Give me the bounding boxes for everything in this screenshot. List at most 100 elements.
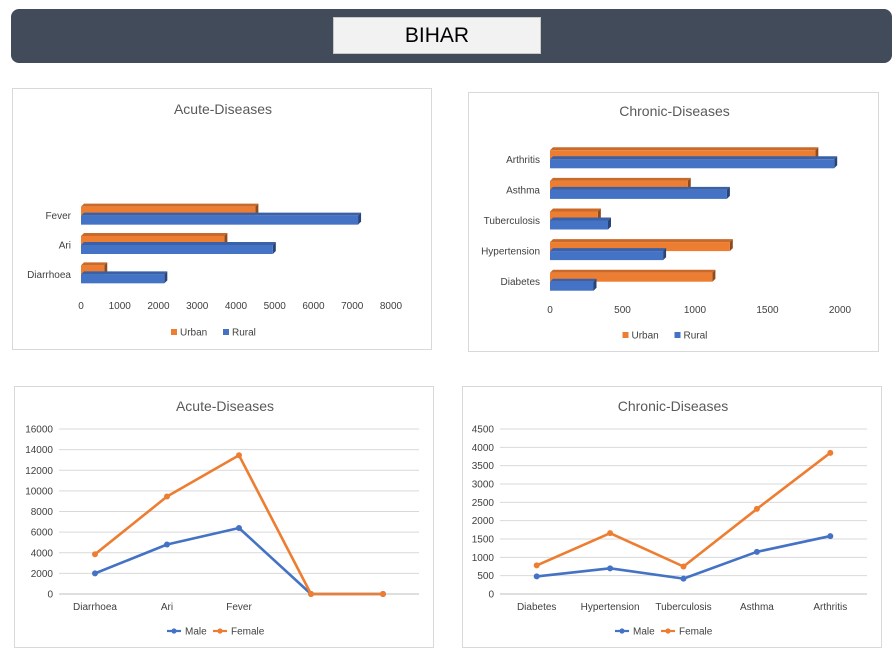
x-tick-label: 1000 (684, 305, 707, 316)
data-point-male (236, 525, 242, 531)
bar-side-face (608, 217, 611, 230)
legend-label-rural: Rural (232, 328, 256, 339)
legend-label-female: Female (679, 627, 713, 638)
data-point-female (164, 493, 170, 500)
legend-label-rural: Rural (684, 331, 708, 342)
x-category-label: Tuberculosis (655, 602, 711, 613)
bar-rural (550, 278, 597, 291)
bar-top-face (550, 278, 597, 282)
bar-side-face (164, 271, 168, 284)
bar-side-face (729, 239, 733, 252)
y-tick-label: 1000 (472, 553, 495, 564)
data-point-female (308, 591, 314, 597)
category-label: Diabetes (501, 277, 540, 288)
legend-swatch-rural (223, 329, 229, 335)
bar-side-face (663, 248, 667, 261)
bar-front-face (81, 265, 105, 275)
legend-label-male: Male (633, 627, 655, 638)
bar-rural (550, 217, 611, 230)
bar-front-face (550, 272, 713, 282)
bar-top-face (550, 239, 733, 243)
bar-front-face (81, 245, 273, 254)
bar-rural (81, 271, 168, 284)
x-category-label: Hypertension (581, 602, 640, 613)
bar-front-face (550, 159, 835, 169)
x-tick-label: 1000 (109, 301, 132, 312)
x-category-label: Arthritis (813, 602, 847, 613)
bar-urban (550, 177, 691, 190)
y-tick-label: 8000 (31, 507, 54, 518)
bar-front-face (81, 236, 225, 245)
bar-urban (81, 262, 108, 275)
y-tick-label: 12000 (25, 466, 53, 477)
bar-top-face (550, 208, 601, 212)
bar-front-face (550, 281, 594, 291)
x-category-label: Asthma (740, 602, 774, 613)
bar-front-face (550, 189, 727, 199)
data-point-female (533, 562, 540, 569)
y-tick-label: 4000 (472, 443, 495, 454)
data-point-male (680, 575, 687, 582)
bar-urban (81, 203, 259, 216)
data-point-female (607, 530, 614, 537)
legend-label-urban: Urban (632, 331, 659, 342)
x-tick-label: 500 (614, 305, 631, 316)
acute-diseases-bar-chart: Acute-Diseases Fever Ari Diarrhoea 0 1000 2000… (12, 88, 432, 350)
bar-top-face (81, 262, 108, 266)
x-tick-label: 0 (78, 301, 84, 312)
bar-side-face (726, 186, 730, 199)
x-tick-label: 6000 (302, 301, 325, 312)
data-point-male (607, 565, 614, 572)
bar-front-face (550, 180, 688, 190)
bar-top-face (550, 217, 611, 221)
y-tick-label: 2000 (472, 516, 495, 527)
data-point-female (236, 452, 242, 459)
y-tick-label: 1500 (472, 535, 495, 546)
chronic-diseases-line-chart: Chronic-Diseases 0 500 1000 1500 2000 2500 3000… (462, 386, 882, 648)
legend-swatch-urban (622, 332, 629, 338)
bar-top-face (81, 242, 276, 245)
category-label: Tuberculosis (484, 216, 540, 227)
y-tick-label: 4500 (472, 425, 495, 436)
bar-side-face (272, 242, 276, 254)
bar-top-face (550, 177, 691, 181)
x-tick-label: 7000 (341, 301, 364, 312)
y-tick-label: 0 (47, 590, 53, 601)
y-tick-label: 0 (488, 590, 494, 601)
legend-label-male: Male (185, 627, 207, 638)
y-tick-label: 3500 (472, 461, 495, 472)
bar-front-face (550, 220, 608, 230)
legend-marker-female (665, 628, 671, 634)
x-category-label: Diabetes (517, 602, 556, 613)
bar-side-face (687, 177, 691, 190)
bar-top-face (81, 233, 228, 236)
y-tick-label: 10000 (25, 486, 53, 497)
data-point-male (164, 541, 170, 548)
x-tick-label: 2000 (829, 305, 852, 316)
bar-urban (550, 239, 733, 252)
bar-front-face (550, 211, 598, 221)
series-line-male (94, 526, 383, 596)
legend-swatch-urban (171, 329, 177, 335)
legend-marker-male (171, 628, 177, 634)
data-point-female (827, 449, 834, 456)
legend-label-urban: Urban (180, 328, 207, 339)
bar-front-face (81, 215, 359, 225)
bar-top-face (550, 147, 819, 151)
chart-title: Chronic-Diseases (618, 398, 728, 414)
bar-side-face (358, 212, 362, 225)
y-tick-label: 6000 (31, 528, 54, 539)
legend-swatch-rural (674, 332, 681, 338)
bar-front-face (550, 150, 816, 160)
bar-urban (550, 269, 716, 282)
bar-side-face (712, 269, 716, 282)
data-point-male (827, 533, 834, 540)
bar-top-face (550, 186, 730, 190)
x-category-label: Diarrhoea (73, 602, 117, 613)
bar-top-face (550, 248, 667, 252)
x-category-label: Fever (226, 602, 252, 613)
data-point-male (533, 573, 540, 580)
x-tick-label: 5000 (264, 301, 287, 312)
bar-rural (81, 212, 362, 225)
y-tick-label: 500 (477, 571, 494, 582)
